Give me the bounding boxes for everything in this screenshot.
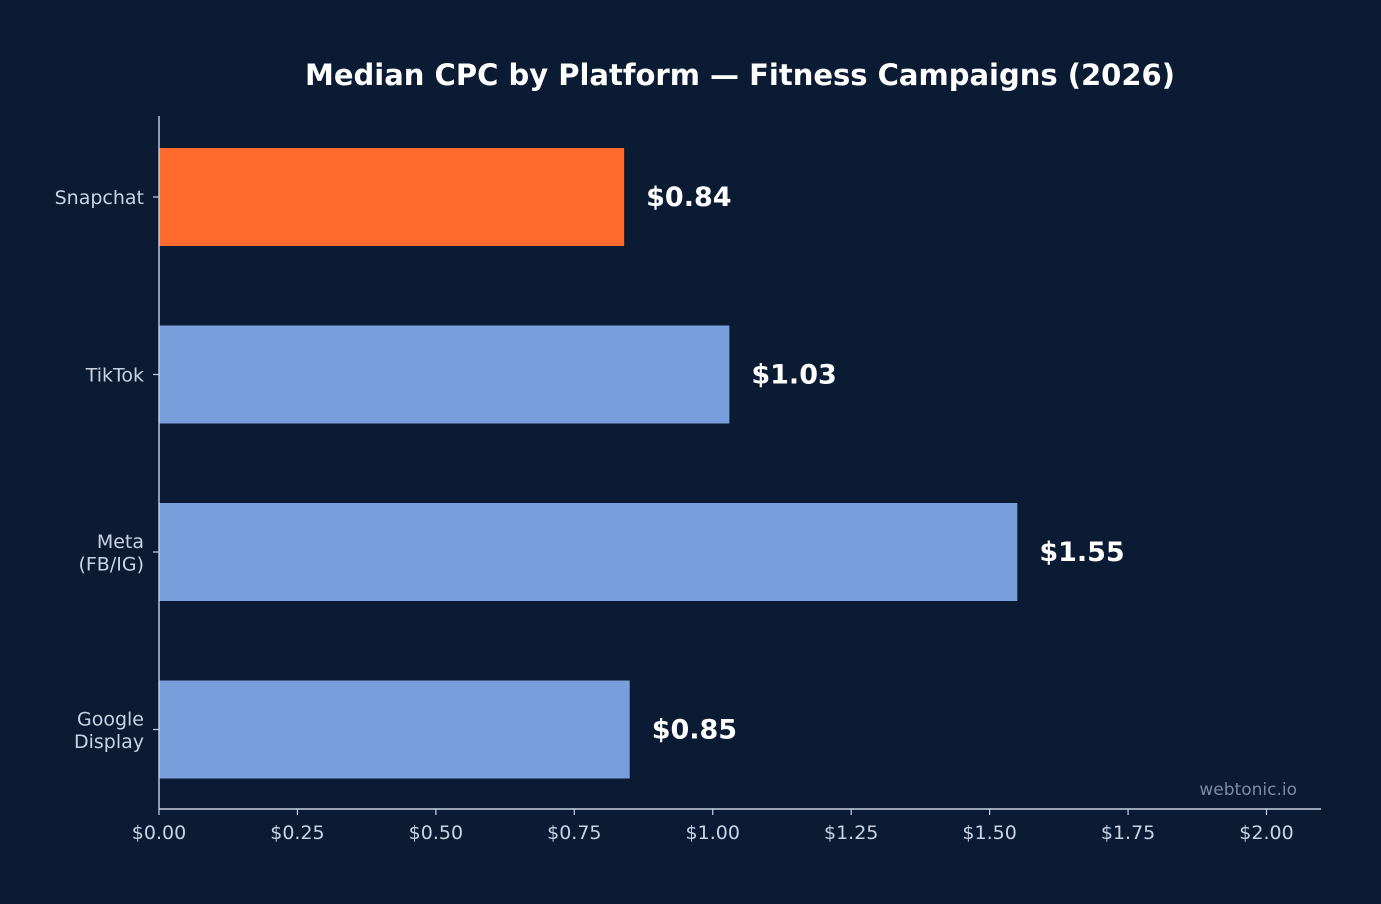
- y-tick-label: Meta (FB/IG): [78, 531, 144, 576]
- x-tick-label: $2.00: [1239, 822, 1293, 844]
- x-tick-label: $1.50: [962, 822, 1016, 844]
- bar: [159, 503, 1018, 601]
- chart-title: Median CPC by Platform — Fitness Campaig…: [305, 58, 1175, 92]
- data-label: $0.85: [652, 715, 737, 746]
- x-tick-label: $0.75: [547, 822, 601, 844]
- y-tick-label: Google Display: [74, 708, 144, 753]
- x-tick-label: $0.00: [132, 822, 186, 844]
- data-label: $1.03: [751, 360, 836, 391]
- bar: [159, 325, 730, 424]
- x-tick-label: $0.25: [270, 822, 324, 844]
- x-tick-label: $1.00: [686, 822, 740, 844]
- bar: [159, 148, 625, 246]
- bar: [159, 680, 630, 779]
- x-tick-label: $0.50: [409, 822, 463, 844]
- bars-layer: $0.84 $1.03 $1.55 $0.85: [159, 148, 1125, 779]
- data-label: $0.84: [646, 182, 731, 213]
- x-tick-label: $1.25: [824, 822, 878, 844]
- data-label: $1.55: [1039, 537, 1124, 568]
- y-tick-label: TikTok: [85, 365, 144, 387]
- x-tick-label: $1.75: [1101, 822, 1155, 844]
- axes-layer: Snapchat TikTok Meta (FB/IG) Google Display $0…: [55, 116, 1321, 844]
- y-tick-label: Snapchat: [55, 187, 144, 209]
- watermark: webtonic.io: [1199, 780, 1297, 800]
